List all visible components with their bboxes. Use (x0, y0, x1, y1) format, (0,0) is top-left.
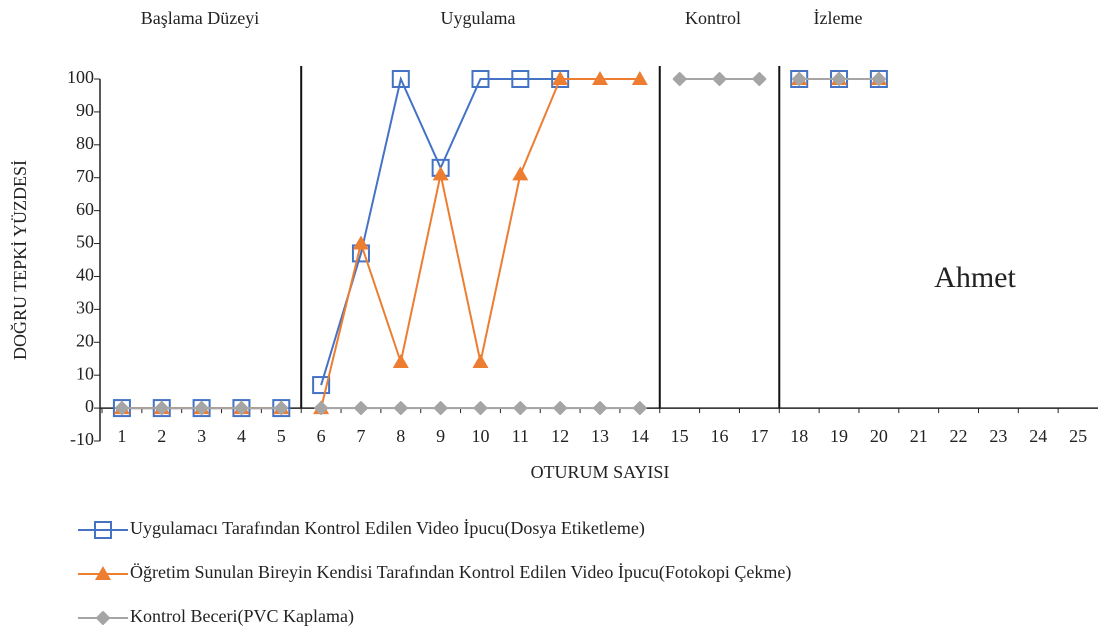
marker (511, 70, 530, 88)
legend-marker (94, 521, 112, 539)
marker (353, 401, 368, 416)
x-tick-label: 23 (989, 426, 1007, 446)
marker (632, 401, 647, 416)
marker (792, 72, 807, 86)
y-tick-label: 0 (85, 396, 94, 416)
legend-label: Uygulamacı Tarafından Kontrol Edilen Vid… (130, 518, 645, 539)
y-tick-label: 100 (67, 67, 94, 87)
x-tick-label: 4 (237, 426, 246, 446)
phase-label: İzleme (814, 8, 863, 28)
y-tick-label: 50 (76, 232, 94, 252)
x-tick-label: 1 (117, 426, 126, 446)
marker (352, 235, 369, 250)
x-tick-label: 12 (551, 426, 569, 446)
x-tick-label: 21 (910, 426, 928, 446)
marker (512, 166, 529, 181)
marker (871, 72, 886, 86)
y-tick-label: -10 (70, 429, 94, 449)
marker (552, 71, 569, 85)
x-tick-label: 15 (671, 426, 689, 446)
x-tick-label: 11 (512, 426, 529, 446)
y-axis-label: DOĞRU TEPKİ YÜZDESİ (9, 160, 30, 360)
marker (553, 401, 568, 416)
x-tick-label: 7 (356, 426, 365, 446)
marker (832, 72, 847, 86)
x-tick-label: 5 (277, 426, 286, 446)
marker (471, 70, 490, 88)
marker (592, 71, 608, 85)
x-tick-label: 24 (1029, 426, 1047, 446)
marker (752, 72, 767, 86)
series-line (320, 75, 561, 386)
marker (712, 72, 727, 86)
y-tick-label: 30 (76, 297, 94, 317)
marker (472, 354, 489, 369)
x-tick-label: 25 (1069, 426, 1087, 446)
marker (154, 401, 169, 416)
x-tick-label: 19 (830, 426, 848, 446)
marker (593, 401, 607, 416)
x-tick-label: 3 (197, 426, 206, 446)
marker (314, 401, 329, 416)
phase-label: Uygulama (441, 8, 516, 28)
x-tick-label: 22 (950, 426, 968, 446)
x-tick-label: 13 (591, 426, 609, 446)
marker (432, 166, 449, 181)
marker (312, 376, 331, 395)
legend-marker (96, 611, 110, 625)
marker (392, 354, 409, 369)
phase-label: Başlama Düzeyi (141, 8, 259, 28)
marker (433, 401, 448, 416)
y-tick-label: 60 (76, 199, 94, 219)
legend-label: Kontrol Beceri(PVC Kaplama) (130, 606, 354, 627)
y-tick-label: 70 (76, 166, 94, 186)
y-tick-label: 80 (76, 133, 94, 153)
x-tick-label: 2 (157, 426, 166, 446)
marker (473, 401, 488, 416)
marker (234, 401, 249, 416)
y-tick-label: 90 (76, 100, 94, 120)
x-tick-label: 9 (436, 426, 445, 446)
phase-label: Kontrol (685, 8, 741, 28)
legend-marker (95, 566, 111, 580)
x-tick-label: 8 (396, 426, 405, 446)
y-tick-label: 40 (76, 265, 94, 285)
marker (393, 401, 408, 416)
x-tick-label: 17 (750, 426, 768, 446)
y-tick-label: 10 (76, 363, 94, 383)
marker (672, 72, 687, 86)
x-tick-label: 14 (631, 426, 649, 446)
x-tick-label: 6 (317, 426, 326, 446)
marker (513, 401, 528, 416)
marker (631, 71, 648, 85)
x-tick-label: 16 (711, 426, 729, 446)
x-tick-label: 10 (471, 426, 489, 446)
legend-label: Öğretim Sunulan Bireyin Kendisi Tarafınd… (130, 562, 791, 583)
marker (274, 401, 289, 416)
marker (114, 401, 129, 416)
x-tick-label: 20 (870, 426, 888, 446)
annotation: Ahmet (934, 261, 1016, 294)
y-tick-label: 20 (76, 330, 94, 350)
marker (391, 70, 410, 88)
x-axis-label: OTURUM SAYISI (531, 462, 670, 482)
marker (194, 401, 209, 416)
x-tick-label: 18 (790, 426, 808, 446)
